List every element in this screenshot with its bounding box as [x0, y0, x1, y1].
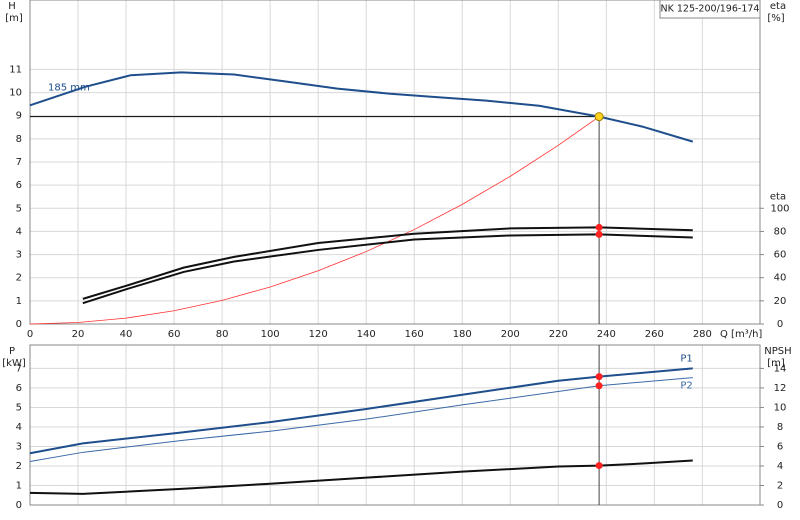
y-tick-label: 1: [16, 480, 22, 491]
y-tick-label: 9: [16, 111, 22, 122]
x-tick-label: 140: [357, 329, 376, 340]
y-tick-label: 5: [16, 203, 22, 214]
y2-tick-label: 0: [777, 319, 783, 330]
series-label: P2: [680, 381, 692, 392]
duty-marker: [595, 230, 603, 238]
duty-point: [594, 112, 604, 122]
y2-tick-label: 6: [777, 441, 783, 452]
y2-axis-unit: [%]: [767, 13, 784, 24]
y2-tick-label: 20: [774, 296, 787, 307]
y2-axis-unit: [m]: [767, 358, 785, 369]
x-tick-label: 200: [501, 329, 520, 340]
y2-tick-label: 2: [777, 480, 783, 491]
x-tick-label: 260: [645, 329, 664, 340]
x-tick-label: 20: [72, 329, 85, 340]
y-tick-label: 10: [9, 88, 22, 99]
y-axis-unit: [kW]: [2, 358, 26, 369]
y2-tick-label: 100: [770, 203, 789, 214]
y2-tick-label: 12: [774, 383, 787, 394]
duty-marker: [595, 462, 603, 470]
y2-tick-label: 14: [774, 363, 787, 374]
curve: [29, 377, 693, 462]
y2-tick-label: 4: [777, 461, 783, 472]
y-tick-label: 0: [16, 319, 22, 330]
x-tick-label: 120: [309, 329, 328, 340]
y-tick-label: 7: [16, 157, 22, 168]
title-box: [659, 0, 761, 19]
y-tick-label: 3: [16, 441, 22, 452]
y-tick-label: 3: [16, 250, 22, 261]
y-axis-label: P: [9, 346, 15, 357]
y-tick-label: 4: [16, 422, 22, 433]
curve: [29, 71, 694, 143]
y-tick-label: 2: [16, 273, 22, 284]
y-tick-label: 0: [16, 500, 22, 511]
x-tick-label: 80: [216, 329, 229, 340]
y-tick-label: 6: [16, 180, 22, 191]
chart-title: NK 125-200/196-174: [661, 4, 760, 15]
y2-tick-label: 80: [774, 226, 787, 237]
y-tick-label: 5: [16, 402, 22, 413]
y2-axis-label: NPSH: [764, 346, 791, 357]
curve: [29, 116, 600, 325]
curve: [82, 226, 693, 300]
y2-axis-label: eta: [770, 1, 786, 12]
duty-marker: [595, 223, 603, 231]
y2-tick-label: 0: [777, 500, 783, 511]
y2-axis-label: eta: [770, 191, 786, 202]
plot-frame: [29, 0, 761, 325]
x-axis-label: Q [m³/h]: [720, 329, 762, 340]
y2-tick-label: 60: [774, 250, 787, 261]
curve: [29, 459, 693, 495]
x-tick-label: 220: [549, 329, 568, 340]
y-tick-label: 8: [16, 134, 22, 145]
x-tick-label: 60: [168, 329, 181, 340]
curve: [82, 233, 693, 305]
y2-tick-label: 40: [774, 273, 787, 284]
y-tick-label: 4: [16, 226, 22, 237]
plot-frame: [29, 344, 761, 506]
series-label: 185 mm: [48, 82, 90, 93]
x-tick-label: 160: [405, 329, 424, 340]
y-tick-label: 2: [16, 461, 22, 472]
y-tick-label: 6: [16, 383, 22, 394]
y-tick-label: 1: [16, 296, 22, 307]
x-tick-label: 100: [261, 329, 280, 340]
duty-marker: [595, 373, 603, 381]
curve: [29, 367, 693, 455]
duty-marker: [595, 382, 603, 390]
y-axis-unit: [m]: [5, 13, 23, 24]
y2-tick-label: 8: [777, 422, 783, 433]
x-tick-label: 180: [453, 329, 472, 340]
x-tick-label: 280: [693, 329, 712, 340]
x-tick-label: 240: [597, 329, 616, 340]
y2-tick-label: 10: [774, 402, 787, 413]
y-axis-label: H: [8, 1, 16, 12]
y-tick-label: 11: [9, 64, 22, 75]
y-tick-label: 7: [16, 363, 22, 374]
x-tick-label: 0: [27, 329, 33, 340]
x-tick-label: 40: [120, 329, 133, 340]
series-label: P1: [680, 353, 692, 364]
